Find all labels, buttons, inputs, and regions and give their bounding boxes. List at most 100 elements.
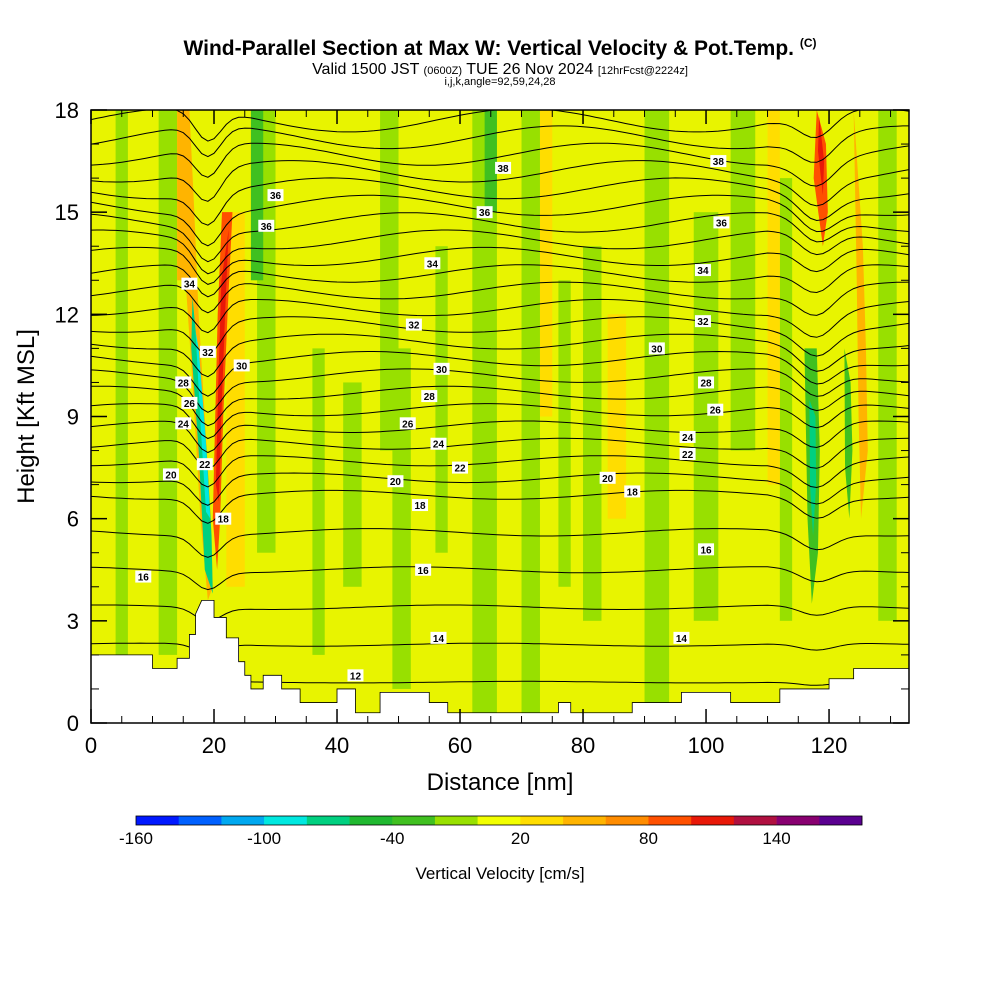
isentrope-label: 34 [697,266,709,277]
colorbar-tick-label: 140 [762,829,790,848]
isentrope-label: 26 [710,406,722,417]
isentrope-label: 28 [424,392,436,403]
chart-title-text: Wind-Parallel Section at Max W: Vertical… [183,37,794,60]
isentrope-label: 38 [713,157,725,168]
colorbar-swatch [221,816,265,825]
velocity-band [607,314,627,519]
x-tick-label: 60 [448,733,472,758]
velocity-band [521,110,540,723]
velocity-band [644,110,670,723]
isentrope-line [91,229,909,275]
velocity-band [539,110,553,417]
isentrope-label-box [710,155,727,168]
colorbar-swatch [691,816,735,825]
isentrope-label-box [430,631,447,644]
x-tick-label: 80 [571,733,595,758]
isentrope-label: 26 [184,399,196,410]
isentrope-label-box [181,277,198,290]
isentrope-line [91,350,909,397]
y-tick-label: 6 [67,507,79,532]
y-tick-label: 0 [67,711,79,736]
isentrope-label-box [648,342,665,355]
isentrope-line [91,455,909,489]
isentrope-label: 34 [427,259,439,270]
isentrope-label: 36 [270,191,282,202]
colorbar: -160 -100 -40 20 80 140 [119,815,863,848]
isentrope-label: 34 [184,280,196,291]
isentrope-label: 18 [218,515,230,526]
isentrope-label: 30 [236,361,248,372]
isentrope-label-box [673,631,690,644]
velocity-band [435,246,448,553]
colorbar-swatch [733,816,777,825]
isentrope-line [91,264,909,298]
x-tick-label: 120 [811,733,848,758]
colorbar-swatch [178,816,222,825]
isentrope-label-box [175,376,192,389]
isentrope-label: 26 [402,419,414,430]
colorbar-swatch [434,816,478,825]
isentrope-label-box [624,485,641,498]
isentrope-label: 20 [390,477,402,488]
colorbar-swatch [264,816,308,825]
isentrope-label: 12 [350,671,362,682]
colorbar-tick-label: -100 [247,829,281,848]
isentrope-line [91,125,909,163]
isentrope-label-box [181,396,198,409]
velocity-core [215,229,229,502]
velocity-band [484,110,497,213]
velocity-band [158,110,178,655]
velocity-band [583,246,602,621]
isentrope-line [91,437,909,470]
isentrope-label-box [135,570,152,583]
x-tick-label: 0 [85,733,97,758]
velocity-band [115,110,128,723]
plot-contents: 36 36 34 32 30 28 26 24 22 20 18 16 38 36 34 32 30 28 26 24… [91,110,909,723]
y-tick-label: 15 [55,200,79,225]
velocity-band [392,348,411,689]
colorbar-swatch [819,816,863,825]
isentrope-label-box [199,345,216,358]
isentrope-label-box [405,318,422,331]
isentrope-line [91,316,909,357]
isentrope-label-box [233,359,250,372]
velocity-band [558,280,571,587]
colorbar-label: Vertical Velocity [cm/s] [415,864,585,883]
isentrope-line [91,368,909,413]
velocity-band [779,178,793,621]
colorbar-frame [135,815,863,826]
colorbar-swatch [520,816,564,825]
velocity-band [343,382,362,587]
isentrope-label: 22 [682,450,694,461]
isentrope-label-box [694,315,711,328]
valid-utc: (0600Z) [423,65,463,77]
velocity-band [312,348,325,655]
isentrope-label-box [215,512,232,525]
isentrope-label-box [196,458,213,471]
isentrope-label: 24 [682,433,694,444]
x-axis-label: Distance [nm] [427,769,574,796]
isentrope-label: 28 [178,378,190,389]
y-tick-label: 12 [55,302,79,327]
isentrope-label: 30 [436,365,448,376]
isentrope-label: 20 [602,474,614,485]
velocity-core [813,110,828,247]
valid-prefix: Valid 1500 JST [312,61,420,78]
x-tick-label: 100 [688,733,725,758]
isentrope-label-box [495,161,512,174]
isentrope-line [91,566,909,591]
chart-title-mark: (C) [799,36,817,50]
velocity-core [195,331,211,519]
isentrope-label: 36 [479,208,491,219]
chart-subtitle: Valid 1500 JST (0600Z) TUE 26 Nov 2024 [… [0,61,1000,79]
isentrope-label: 16 [138,573,150,584]
isentrope-label-box [713,216,730,229]
isentrope-label: 32 [408,321,420,332]
isentrope-label-box [476,206,493,219]
colorbar-tick-label: 80 [639,829,658,848]
isentrope-label-box [399,417,416,430]
isentrope-label-box [698,543,715,556]
isentrope-line [91,333,909,378]
isentrope-label: 20 [165,470,177,481]
